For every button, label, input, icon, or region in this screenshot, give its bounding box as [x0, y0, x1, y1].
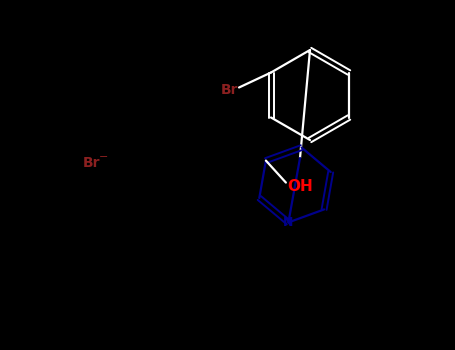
Text: N: N — [283, 216, 293, 229]
Text: OH: OH — [287, 179, 313, 194]
Text: Br: Br — [82, 156, 100, 170]
Text: −: − — [99, 152, 109, 162]
Text: Br: Br — [220, 83, 238, 97]
